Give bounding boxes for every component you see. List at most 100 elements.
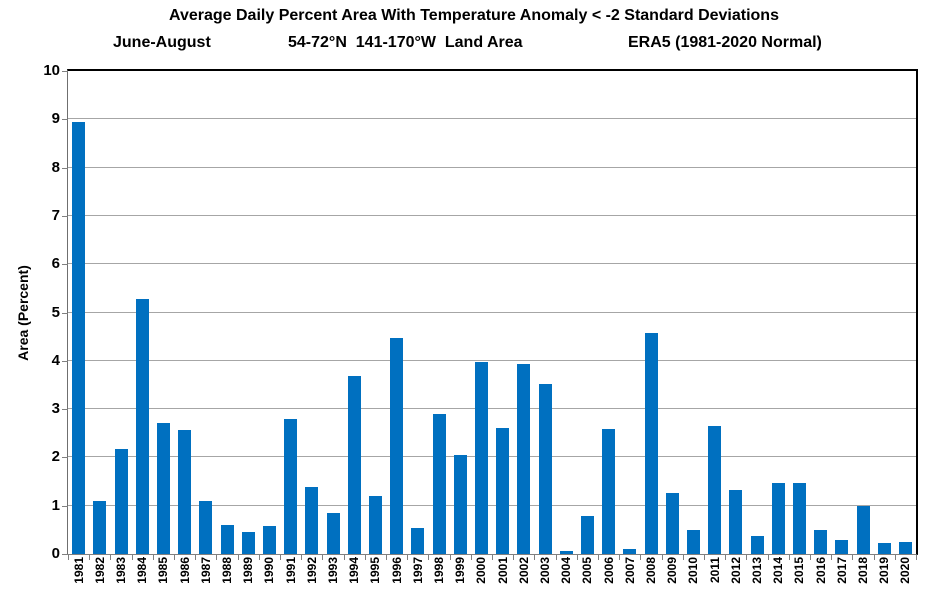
- x-tick-mark-31: [725, 555, 727, 560]
- bar-slot-2012: [725, 71, 746, 554]
- bar-1993: [326, 512, 340, 554]
- x-tick-label-2015: 2015: [792, 557, 807, 584]
- bar-2006: [602, 428, 616, 554]
- bar-1996: [390, 337, 404, 554]
- bar-1999: [453, 455, 467, 554]
- chart-subtitle-period: June-August: [113, 34, 211, 51]
- x-tick-mark-22: [534, 555, 536, 560]
- x-tick-mark-36: [831, 555, 833, 560]
- bar-2016: [814, 530, 828, 554]
- bar-slot-1995: [365, 71, 386, 554]
- bar-slot-1986: [174, 71, 195, 554]
- y-tick-label-6: 6: [51, 255, 60, 273]
- x-tick-mark-21: [513, 555, 515, 560]
- bar-1990: [262, 526, 276, 554]
- x-tick-mark-10: [280, 555, 281, 560]
- x-tick-mark-1: [89, 555, 91, 560]
- bar-1995: [368, 496, 382, 554]
- bar-1988: [220, 525, 234, 554]
- bar-slot-2003: [534, 71, 555, 554]
- bar-2020: [899, 542, 913, 554]
- bar-slot-2017: [831, 71, 852, 554]
- x-tick-mark-34: [788, 555, 790, 560]
- bar-2002: [517, 363, 531, 554]
- x-tick-mark-39: [894, 555, 896, 560]
- gridline-6: [68, 263, 916, 265]
- bar-1983: [114, 448, 128, 554]
- x-tick-label-1999: 1999: [453, 557, 468, 584]
- bar-1987: [199, 500, 213, 554]
- x-tick-mark-14: [364, 555, 366, 560]
- bar-slot-1992: [301, 71, 322, 554]
- y-tick-label-3: 3: [51, 400, 60, 418]
- bar-2015: [793, 483, 806, 554]
- x-tick-mark-25: [598, 555, 599, 560]
- gridline-3: [68, 408, 916, 410]
- bar-slot-1981: [68, 71, 89, 554]
- bar-2000: [474, 362, 488, 554]
- bar-slot-2018: [853, 71, 874, 554]
- bar-slot-1984: [132, 71, 153, 554]
- bar-2010: [686, 529, 700, 554]
- x-tick-mark-30: [704, 555, 705, 560]
- x-tick-label-1981: 1981: [71, 557, 86, 584]
- x-tick-label-2017: 2017: [834, 557, 849, 584]
- x-tick-label-2005: 2005: [580, 557, 595, 584]
- x-tick-mark-33: [767, 555, 769, 560]
- y-tick-mark-4: [62, 360, 68, 362]
- bar-1981: [72, 121, 86, 554]
- gridline-7: [68, 214, 916, 216]
- bar-1984: [135, 299, 149, 554]
- x-tick-label-2019: 2019: [877, 557, 892, 584]
- gridline-4: [68, 359, 916, 361]
- x-tick-label-2000: 2000: [474, 557, 489, 584]
- y-tick-mark-10: [62, 71, 68, 72]
- x-tick-mark-16: [407, 555, 409, 560]
- bar-2007: [623, 549, 637, 554]
- x-tick-label-1992: 1992: [304, 557, 319, 584]
- x-tick-mark-35: [810, 555, 811, 560]
- x-tick-label-2003: 2003: [538, 557, 552, 584]
- bars-row: [68, 71, 916, 554]
- bar-1994: [347, 375, 361, 554]
- bar-1992: [305, 487, 319, 554]
- bar-2005: [580, 516, 594, 554]
- x-tick-label-1995: 1995: [368, 557, 383, 584]
- bar-1986: [178, 430, 192, 554]
- bar-slot-2016: [810, 71, 831, 554]
- x-tick-mark-37: [852, 555, 854, 560]
- x-tick-label-2001: 2001: [495, 557, 510, 584]
- chart-title: Average Daily Percent Area With Temperat…: [169, 7, 779, 24]
- x-tick-mark-38: [873, 555, 875, 560]
- x-tick-label-2020: 2020: [898, 557, 913, 584]
- bar-slot-1987: [195, 71, 216, 554]
- x-tick-label-2004: 2004: [559, 557, 574, 584]
- bar-2003: [538, 384, 552, 554]
- x-tick-mark-19: [470, 555, 472, 560]
- bar-slot-2007: [619, 71, 640, 554]
- x-tick-mark-28: [661, 555, 663, 560]
- x-tick-label-2013: 2013: [750, 557, 764, 584]
- bar-2018: [856, 506, 870, 554]
- x-tick-label-2007: 2007: [622, 557, 637, 584]
- x-tick-label-2014: 2014: [771, 557, 786, 584]
- x-tick-mark-18: [449, 555, 451, 560]
- bar-2013: [750, 535, 764, 554]
- x-tick-label-1985: 1985: [156, 557, 171, 584]
- bar-1991: [284, 418, 298, 554]
- chart-subtitle-region: 54-72°N 141-170°W Land Area: [288, 34, 523, 51]
- bar-slot-2005: [577, 71, 598, 554]
- bar-slot-2006: [598, 71, 619, 554]
- x-tick-mark-23: [555, 555, 557, 560]
- x-tick-mark-24: [576, 555, 578, 560]
- y-tick-mark-8: [62, 167, 68, 169]
- bar-slot-1998: [428, 71, 449, 554]
- x-tick-label-1984: 1984: [135, 557, 150, 584]
- x-tick-mark-3: [131, 555, 133, 560]
- bar-slot-2004: [556, 71, 577, 554]
- x-tick-label-1991: 1991: [283, 557, 298, 584]
- y-tick-mark-9: [62, 119, 68, 121]
- x-tick-label-2010: 2010: [686, 557, 701, 584]
- y-tick-label-2: 2: [51, 448, 60, 466]
